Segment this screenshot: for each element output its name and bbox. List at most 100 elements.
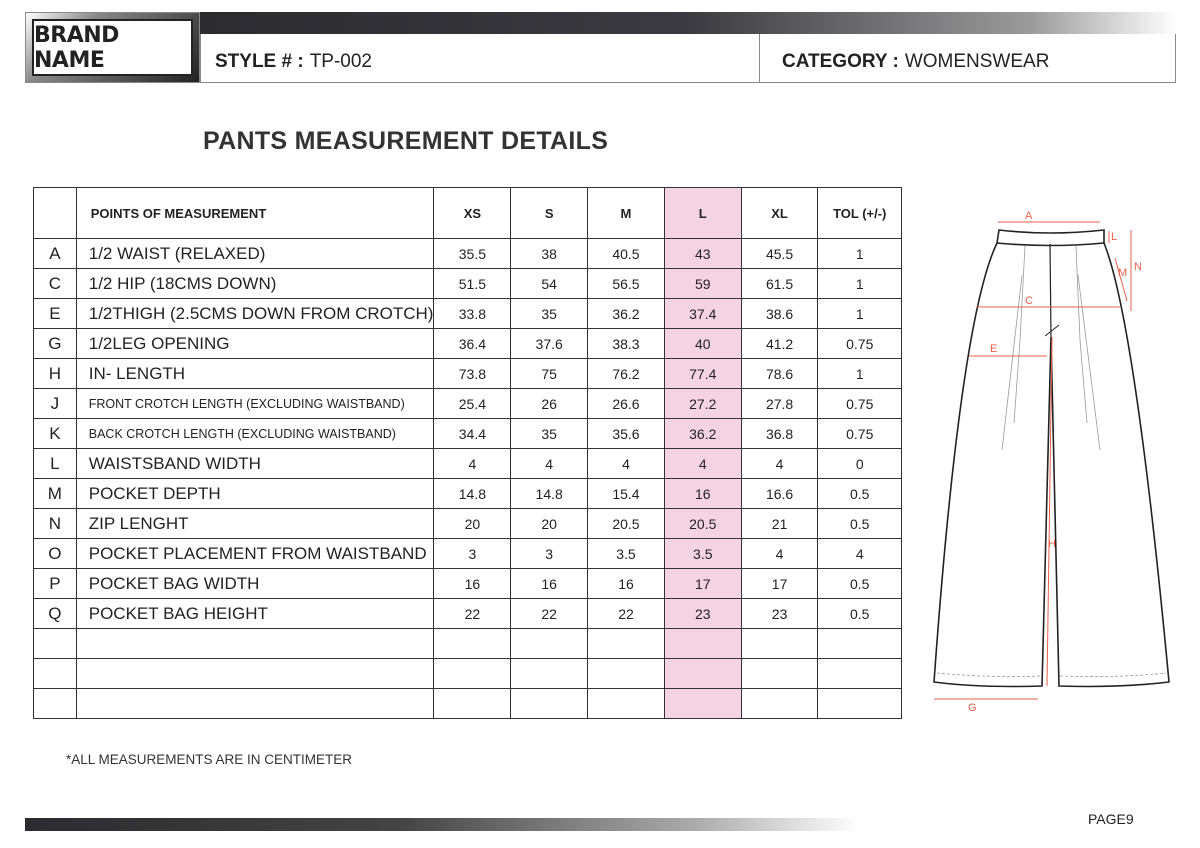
row-code: J	[33, 388, 77, 419]
empty-cell	[663, 628, 742, 659]
row-code: C	[33, 268, 77, 299]
row-pom: POCKET PLACEMENT FROM WAISTBAND	[75, 538, 435, 569]
measurement-cell: 23	[663, 598, 742, 629]
measurement-cell: 23	[740, 598, 819, 629]
measurement-cell: 17	[663, 568, 742, 599]
measurement-cell: 22	[587, 598, 665, 629]
measurement-cell: 37.4	[663, 298, 742, 329]
style-label: STYLE # :	[215, 51, 304, 72]
measurement-cell: 0.75	[817, 328, 902, 359]
measurement-cell: 4	[817, 538, 902, 569]
table-row: C 1/2 HIP (18CMS DOWN) 51.5 54 56.5 59 61.5 1	[33, 268, 902, 299]
label-h: H	[1048, 538, 1056, 550]
page-number: PAGE9	[1088, 811, 1134, 827]
column-header: M	[587, 187, 665, 239]
row-pom: FRONT CROTCH LENGTH (EXCLUDING WAISTBAND…	[75, 388, 435, 419]
measurement-cell: 4	[587, 448, 665, 479]
measurement-cell: 76.2	[587, 358, 665, 389]
table-row: K BACK CROTCH LENGTH (EXCLUDING WAISTBAND…	[33, 418, 902, 449]
row-pom: POCKET BAG WIDTH	[75, 568, 435, 599]
measurement-cell: 33.8	[433, 298, 512, 329]
row-pom: BACK CROTCH LENGTH (EXCLUDING WAISTBAND)	[75, 418, 435, 449]
measurement-cell: 38.3	[587, 328, 665, 359]
measurement-cell: 4	[740, 538, 819, 569]
measurement-cell: 37.6	[510, 328, 589, 359]
measurement-cell: 56.5	[587, 268, 665, 299]
table-row: J FRONT CROTCH LENGTH (EXCLUDING WAISTBAN…	[33, 388, 902, 419]
measurement-cell: 27.2	[663, 388, 742, 419]
measurement-cell: 0.5	[817, 598, 902, 629]
pants-sketch: A L N M C E H G	[933, 210, 1170, 714]
row-code: A	[33, 238, 77, 269]
units-note: *ALL MEASUREMENTS ARE IN CENTIMETER	[66, 752, 353, 767]
row-pom: 1/2THIGH (2.5CMS DOWN FROM CROTCH)	[75, 298, 435, 329]
empty-cell	[740, 688, 819, 719]
measurement-cell: 4	[510, 448, 589, 479]
empty-cell	[75, 688, 435, 719]
header-gradient-bar	[200, 12, 1176, 34]
measurement-cell: 35.5	[433, 238, 512, 269]
row-pom: 1/2LEG OPENING	[75, 328, 435, 359]
measurement-cell: 1	[817, 268, 902, 299]
row-code: O	[33, 538, 77, 569]
brand-logo: BRAND NAME	[25, 12, 200, 83]
measurement-cell: 1	[817, 298, 902, 329]
measurement-cell: 3.5	[663, 538, 742, 569]
empty-cell	[510, 628, 589, 659]
measurement-cell: 73.8	[433, 358, 512, 389]
page-title: PANTS MEASUREMENT DETAILS	[203, 127, 609, 155]
empty-cell	[33, 628, 77, 659]
measurement-cell: 43	[663, 238, 742, 269]
empty-cell	[433, 628, 512, 659]
measurement-cell: 51.5	[433, 268, 512, 299]
measurement-cell: 20	[433, 508, 512, 539]
empty-cell	[510, 658, 589, 689]
waistband	[996, 229, 1105, 247]
measurement-cell: 35.6	[587, 418, 665, 449]
measurement-cell: 1	[817, 238, 902, 269]
label-l: L	[1111, 231, 1117, 243]
measurement-cell: 75	[510, 358, 589, 389]
measurement-cell: 20.5	[587, 508, 665, 539]
row-code: L	[33, 448, 77, 479]
label-n: N	[1134, 261, 1142, 273]
table-row: E 1/2THIGH (2.5CMS DOWN FROM CROTCH) 33.8 3…	[33, 298, 902, 329]
column-header: XS	[433, 187, 512, 239]
table-row: M POCKET DEPTH 14.8 14.8 15.4 16 16.6 0.5	[33, 478, 902, 509]
table-row: G 1/2LEG OPENING 36.4 37.6 38.3 40 41.2 0.75	[33, 328, 902, 359]
empty-row	[33, 628, 902, 659]
table-row: H IN- LENGTH 73.8 75 76.2 77.4 78.6 1	[33, 358, 902, 389]
measurement-cell: 16	[433, 568, 512, 599]
header-code-cell	[33, 187, 77, 239]
row-code: N	[33, 508, 77, 539]
empty-cell	[663, 658, 742, 689]
measurement-cell: 21	[740, 508, 819, 539]
measurement-cell: 15.4	[587, 478, 665, 509]
measurement-cell: 34.4	[433, 418, 512, 449]
empty-cell	[433, 688, 512, 719]
measurement-cell: 22	[433, 598, 512, 629]
table-row: P POCKET BAG WIDTH 16 16 16 17 17 0.5	[33, 568, 902, 599]
row-pom: IN- LENGTH	[75, 358, 435, 389]
measurement-cell: 0.75	[817, 388, 902, 419]
empty-cell	[33, 658, 77, 689]
empty-row	[33, 688, 902, 719]
empty-cell	[33, 688, 77, 719]
row-code: H	[33, 358, 77, 389]
row-code: E	[33, 298, 77, 329]
empty-cell	[75, 658, 435, 689]
measurement-cell: 27.8	[740, 388, 819, 419]
row-pom: WAISTSBAND WIDTH	[75, 448, 435, 479]
measurement-cell: 77.4	[663, 358, 742, 389]
measurement-cell: 26.6	[587, 388, 665, 419]
measurement-cell: 35	[510, 298, 589, 329]
label-g: G	[968, 702, 977, 714]
measurement-cell: 1	[817, 358, 902, 389]
empty-cell	[817, 658, 902, 689]
measurement-cell: 22	[510, 598, 589, 629]
row-code: K	[33, 418, 77, 449]
empty-cell	[740, 658, 819, 689]
measurement-cell: 4	[663, 448, 742, 479]
measurement-cell: 20	[510, 508, 589, 539]
row-pom: POCKET BAG HEIGHT	[75, 598, 435, 629]
